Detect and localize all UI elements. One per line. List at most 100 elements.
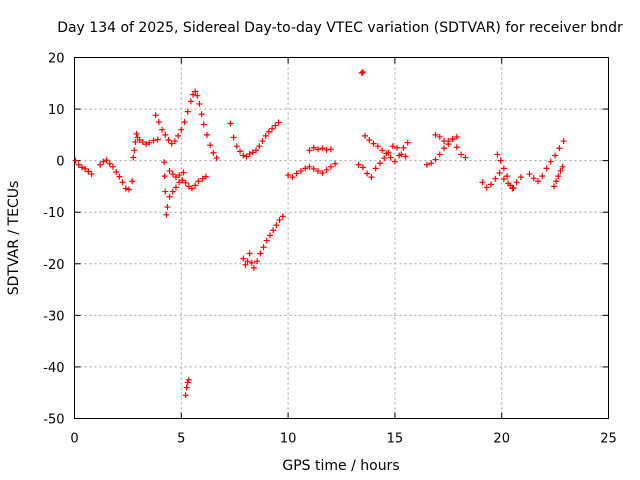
data-point [172, 184, 179, 191]
data-point [359, 164, 366, 171]
data-point [391, 158, 398, 165]
data-point [543, 165, 550, 172]
series-arc-18 [494, 151, 517, 191]
data-point [423, 161, 430, 168]
data-point [182, 179, 189, 186]
data-point [372, 165, 379, 172]
series-arc-01 [72, 157, 95, 178]
data-point [185, 376, 192, 383]
data-points [72, 68, 567, 399]
data-point [187, 98, 194, 105]
data-point [244, 258, 251, 265]
data-point [359, 68, 366, 75]
data-point [130, 154, 137, 161]
series-arc-09 [240, 213, 286, 271]
data-point [172, 174, 179, 181]
data-point [78, 164, 85, 171]
data-point [180, 169, 187, 176]
data-point [188, 185, 195, 192]
data-point [198, 111, 205, 118]
data-point [106, 160, 113, 167]
data-point [376, 160, 383, 167]
data-point [332, 160, 339, 167]
series-arc-08 [227, 119, 282, 160]
data-point [432, 131, 439, 138]
data-point [203, 131, 210, 138]
series-arc-19 [526, 138, 567, 185]
data-point [494, 151, 501, 158]
x-tick-label: 25 [600, 432, 617, 447]
data-point [297, 167, 304, 174]
x-tick-label: 15 [387, 432, 404, 447]
y-tick-label: 20 [48, 52, 65, 67]
data-point [449, 135, 456, 142]
y-tick-label: 10 [48, 103, 65, 118]
data-point [436, 151, 443, 158]
data-point [496, 170, 503, 177]
data-point [154, 136, 161, 143]
data-point [237, 148, 244, 155]
data-point [88, 171, 95, 178]
data-point [250, 264, 257, 271]
data-point [315, 146, 322, 153]
data-point [116, 173, 123, 180]
data-point [199, 175, 206, 182]
series-arc-11 [306, 144, 334, 154]
data-point [273, 222, 280, 229]
data-point [553, 178, 560, 185]
data-point [513, 179, 520, 186]
data-point [366, 137, 373, 144]
data-point [162, 131, 169, 138]
data-point [155, 118, 162, 125]
plot-frame [74, 57, 609, 419]
series-arc-20 [551, 163, 566, 190]
data-point [260, 244, 267, 251]
y-tick-label: -10 [43, 206, 64, 221]
data-point [176, 172, 183, 179]
data-point [552, 152, 559, 159]
data-point [139, 139, 146, 146]
data-point [240, 255, 247, 262]
data-point [176, 179, 183, 186]
data-point [249, 149, 256, 156]
data-point [183, 384, 190, 391]
y-tick-label: -20 [43, 258, 64, 273]
data-point [275, 119, 282, 126]
data-point [257, 250, 264, 257]
x-tick-label: 10 [280, 432, 297, 447]
data-point [428, 160, 435, 167]
data-point [272, 122, 279, 129]
data-point [194, 92, 201, 99]
data-point [453, 133, 460, 140]
data-point [560, 138, 567, 145]
data-point [483, 184, 490, 191]
data-point [192, 182, 199, 189]
x-tick-label: 5 [177, 432, 185, 447]
data-point [136, 137, 143, 144]
x-tick-label: 0 [70, 432, 78, 447]
data-point [368, 174, 375, 181]
data-point [75, 161, 82, 168]
data-point [539, 173, 546, 180]
data-point [302, 165, 309, 172]
data-point [327, 163, 334, 170]
data-point [182, 392, 189, 399]
data-point [436, 133, 443, 140]
y-tick-label: 0 [56, 155, 64, 170]
data-point [242, 261, 249, 268]
data-point [152, 112, 159, 119]
data-point [165, 137, 172, 144]
data-point [227, 120, 234, 127]
series-arc-12 [358, 68, 366, 76]
data-point [400, 144, 407, 151]
data-point [517, 174, 524, 181]
data-point [383, 150, 390, 157]
data-point [462, 154, 469, 161]
data-point [387, 154, 394, 161]
data-point [248, 259, 255, 266]
data-point [259, 138, 266, 145]
y-axis-label: SDTVAR / TECUs [6, 181, 22, 296]
series-arc-02 [97, 157, 136, 193]
data-point [164, 204, 171, 211]
data-point [306, 147, 313, 154]
